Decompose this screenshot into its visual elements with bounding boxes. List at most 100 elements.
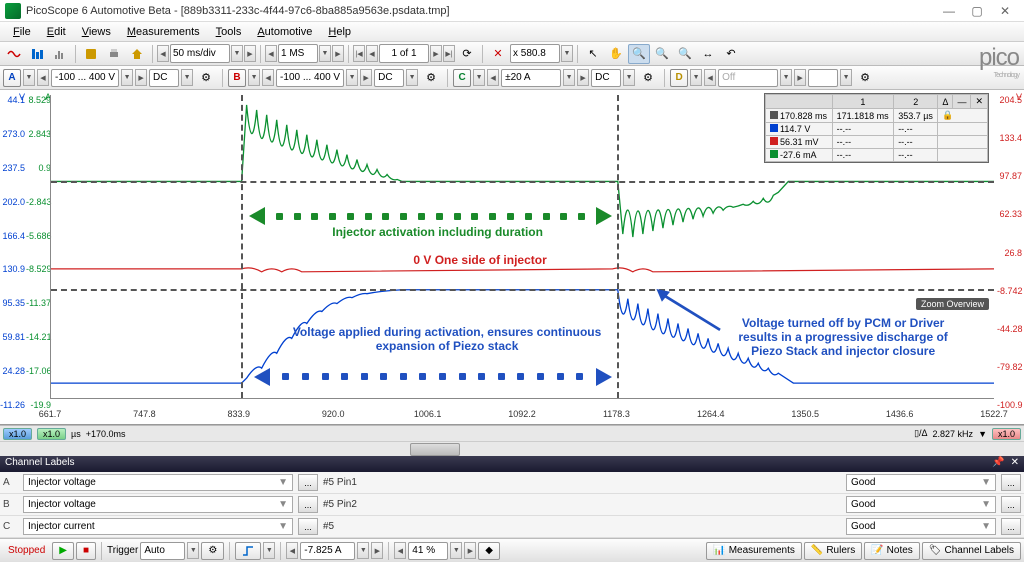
chan-b-range-prev[interactable]: ◀ [262,69,274,86]
menu-help[interactable]: Help [320,24,359,40]
channel-name-more[interactable]: ... [298,518,318,535]
horizontal-scrollbar[interactable] [0,441,1024,456]
scope-mode-icon[interactable] [3,44,25,64]
trigger-opts[interactable]: ⚙ [201,542,224,560]
amplitude-ruler-2[interactable] [51,289,994,291]
save-icon[interactable] [80,44,102,64]
chan-b-range-next[interactable]: ▶ [360,69,372,86]
timebase-combo[interactable]: 50 ms/div [170,44,230,63]
measurement-panel[interactable]: 12Δ—✕ 170.828 ms171.1818 ms353.7 µs🔒 114… [764,93,989,163]
page-first[interactable]: |◀ [353,45,365,62]
channel-name-input[interactable]: Injector voltage▼ [23,474,293,491]
chan-c-range-next[interactable]: ▶ [577,69,589,86]
samples-prev[interactable]: ◀ [265,45,277,62]
samples-next[interactable]: ▶ [332,45,344,62]
channel-status-more[interactable]: ... [1001,474,1021,491]
chan-c-dd[interactable]: ▼ [473,69,485,86]
channel-a-coupling[interactable]: DC [149,69,179,87]
channel-c-button[interactable]: C [453,69,471,87]
home-icon[interactable] [126,44,148,64]
x-scale-c[interactable]: x1.0 [37,428,66,440]
channel-b-coupling[interactable]: DC [374,69,404,87]
chan-d-opts-icon[interactable]: ⚙ [854,68,876,88]
channel-status-more[interactable]: ... [1001,496,1021,513]
samples-dd[interactable]: ▼ [319,45,331,62]
zoom-fit-icon[interactable]: ↔ [697,44,719,64]
zoom-cancel-icon[interactable]: ✕ [487,44,509,64]
measurements-button[interactable]: 📊 Measurements [706,542,802,560]
channel-d-button[interactable]: D [670,69,688,87]
channel-d-coupling[interactable] [808,69,838,87]
channel-status-input[interactable]: Good▼ [846,496,996,513]
chan-d-coup-dd[interactable]: ▼ [840,69,852,86]
pointer-icon[interactable]: ↖ [582,44,604,64]
chan-b-range-dd[interactable]: ▼ [346,69,358,86]
maximize-button[interactable]: ▢ [963,1,991,21]
pretrigger[interactable]: 41 % [408,542,448,560]
notes-button[interactable]: 📝 Notes [864,542,920,560]
chan-c-opts-icon[interactable]: ⚙ [637,68,659,88]
page-last[interactable]: ▶| [443,45,455,62]
channel-name-more[interactable]: ... [298,474,318,491]
chan-a-coup-dd[interactable]: ▼ [181,69,193,86]
channel-status-input[interactable]: Good▼ [846,474,996,491]
page-prev[interactable]: ◀ [366,45,378,62]
chan-a-dd[interactable]: ▼ [23,69,35,86]
undo-zoom-icon[interactable]: ↶ [720,44,742,64]
menu-automotive[interactable]: Automotive [249,24,320,40]
chan-a-opts-icon[interactable]: ⚙ [195,68,217,88]
page-next[interactable]: ▶ [430,45,442,62]
zoom-dd[interactable]: ▼ [561,45,573,62]
scope-view[interactable]: V A 44.18.529273.02.843237.50.9202.0-2.8… [0,90,1024,425]
zoom-in-icon[interactable]: 🔍 [651,44,673,64]
zoom-combo[interactable]: x 580.8 [510,44,560,63]
channel-name-more[interactable]: ... [298,496,318,513]
chan-b-coup-dd[interactable]: ▼ [406,69,418,86]
chan-b-dd[interactable]: ▼ [248,69,260,86]
menu-views[interactable]: Views [74,24,119,40]
trigger-level[interactable]: -7.825 A [300,542,355,560]
x-scale-b[interactable]: x1.0 [992,428,1021,440]
stop-button[interactable]: ■ [76,542,96,560]
persist-mode-icon[interactable] [26,44,48,64]
menu-file[interactable]: File [5,24,39,40]
channel-status-input[interactable]: Good▼ [846,518,996,535]
zoom-out-icon[interactable]: 🔍 [674,44,696,64]
channel-d-range[interactable]: Off [718,69,778,87]
scroll-thumb[interactable] [410,443,460,456]
channel-a-button[interactable]: A [3,69,21,87]
chan-c-range-prev[interactable]: ◀ [487,69,499,86]
rulers-button[interactable]: 📏 Rulers [804,542,862,560]
channel-b-button[interactable]: B [228,69,246,87]
chan-d-range-prev[interactable]: ◀ [704,69,716,86]
chan-c-range-dd[interactable]: ▼ [563,69,575,86]
menu-tools[interactable]: Tools [208,24,250,40]
channel-c-range[interactable]: ±20 A [501,69,561,87]
channel-a-range[interactable]: -100 ... 400 V [51,69,119,87]
channel-labels-button[interactable]: 🏷 Channel Labels [922,542,1021,560]
minimize-button[interactable]: — [935,1,963,21]
timebase-prev[interactable]: ◀ [157,45,169,62]
print-icon[interactable] [103,44,125,64]
x-scale-a[interactable]: x1.0 [3,428,32,440]
run-button[interactable]: ▶ [52,542,74,560]
page-combo[interactable]: 1 of 1 [379,44,429,63]
amplitude-ruler-1[interactable] [51,181,994,183]
close-button[interactable]: ✕ [991,1,1019,21]
chan-a-range-prev[interactable]: ◀ [37,69,49,86]
channel-c-coupling[interactable]: DC [591,69,621,87]
channel-b-range[interactable]: -100 ... 400 V [276,69,344,87]
time-ruler-1[interactable] [241,95,243,398]
channel-name-input[interactable]: Injector voltage▼ [23,496,293,513]
timebase-dd[interactable]: ▼ [231,45,243,62]
timebase-next[interactable]: ▶ [244,45,256,62]
chan-a-range-dd[interactable]: ▼ [121,69,133,86]
menu-edit[interactable]: Edit [39,24,74,40]
channel-name-input[interactable]: Injector current▼ [23,518,293,535]
chan-a-range-next[interactable]: ▶ [135,69,147,86]
trigger-edge-icon[interactable] [235,542,261,560]
refresh-icon[interactable]: ⟳ [456,44,478,64]
zoom-overview-label[interactable]: Zoom Overview [916,298,989,310]
chan-b-opts-icon[interactable]: ⚙ [420,68,442,88]
chan-d-dd[interactable]: ▼ [690,69,702,86]
